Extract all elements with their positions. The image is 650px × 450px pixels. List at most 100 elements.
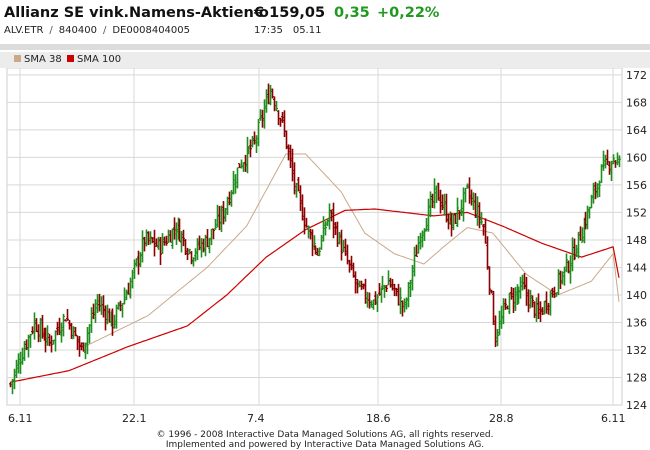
ohlc-bar — [344, 238, 347, 256]
ohlc-bar — [220, 205, 223, 232]
ohlc-bar — [257, 118, 260, 147]
ohlc-bar — [157, 236, 160, 250]
ohlc-bar — [429, 191, 432, 218]
ohlc-bar — [458, 209, 461, 220]
ohlc-bar — [573, 238, 576, 261]
x-tick-label: 6.11 — [8, 412, 33, 425]
legend-label-sma38: SMA 38 — [24, 54, 62, 65]
y-tick-label: 140 — [626, 289, 647, 302]
ohlc-bar — [255, 135, 258, 153]
ohlc-bar — [58, 317, 61, 336]
ohlc-bar — [563, 266, 566, 286]
y-axis: 124 128 132 136 140 144 148 152 156 160 164 168 172 — [626, 69, 647, 412]
ohlc-bar — [376, 294, 379, 313]
ohlc-bar — [287, 144, 290, 161]
ohlc-bar — [488, 266, 491, 295]
y-tick-label: 156 — [626, 179, 647, 192]
ohlc-bar — [348, 259, 351, 273]
ohlc-bar — [202, 238, 205, 253]
ohlc-bar — [293, 162, 296, 195]
ohlc-bar — [447, 213, 450, 230]
ohlc-bar — [98, 293, 101, 312]
ohlc-bar — [464, 187, 467, 203]
ohlc-bar — [318, 247, 321, 257]
price-change-percent: +0,22% — [377, 5, 440, 21]
legend-label-sma100: SMA 100 — [77, 54, 122, 65]
ohlc-bar — [62, 313, 65, 337]
ohlc-bar — [192, 257, 195, 267]
ohlc-bar — [242, 162, 245, 172]
y-tick-label: 144 — [626, 261, 647, 274]
ohlc-bar — [612, 154, 615, 165]
x-tick-label: 7.4 — [247, 412, 265, 425]
quote-timestamp: 17:35 05.11 — [254, 25, 331, 36]
ohlc-bar — [281, 111, 284, 123]
ohlc-bar — [175, 222, 178, 245]
x-tick-label: 18.6 — [366, 412, 391, 425]
ohlc-bar — [141, 230, 144, 263]
ohlc-bar — [96, 294, 99, 313]
ohlc-bar — [577, 231, 580, 259]
legend-item-sma100: SMA 100 — [67, 54, 121, 65]
ohlc-bar — [127, 282, 130, 295]
ohlc-bar — [586, 205, 589, 230]
legend-swatch-sma100 — [67, 55, 74, 62]
isin: DE0008404005 — [112, 25, 191, 36]
ohlc-bar — [275, 100, 278, 112]
ohlc-bar — [608, 161, 611, 175]
ohlc-bar — [212, 228, 215, 240]
ohlc-bar — [165, 235, 168, 246]
y-tick-label: 132 — [626, 344, 647, 357]
ohlc-bar — [525, 276, 528, 306]
symbol: ALV.ETR — [4, 25, 44, 36]
ohlc-bar — [135, 258, 138, 267]
ohlc-bar — [537, 293, 540, 320]
last-price: € 159,05 — [254, 5, 326, 21]
y-tick-label: 152 — [626, 206, 647, 219]
ohlc-bar — [194, 248, 197, 262]
ohlc-bar — [35, 318, 38, 333]
ohlc-bar — [512, 287, 515, 314]
ohlc-bar — [251, 135, 254, 148]
ohlc-bar — [387, 270, 390, 286]
ohlc-bar — [102, 295, 105, 318]
ohlc-bar — [137, 250, 140, 275]
header-divider — [0, 44, 650, 50]
ohlc-bar — [614, 160, 617, 168]
y-tick-label: 164 — [626, 124, 647, 137]
ohlc-bar — [338, 231, 341, 245]
ohlc-bar — [123, 287, 126, 305]
ohlc-bar — [551, 287, 554, 298]
sma38-line — [84, 153, 620, 347]
ohlc-bar — [618, 155, 621, 168]
ohlc-bar — [539, 301, 542, 323]
x-tick-label: 6.11 — [601, 412, 626, 425]
ohlc-bar — [66, 309, 69, 321]
ohlc-bar — [289, 144, 292, 169]
ohlc-bar — [415, 244, 418, 257]
ohlc-bar — [94, 299, 97, 323]
ohlc-bar — [72, 326, 75, 340]
ohlc-bar — [76, 335, 79, 351]
ohlc-bar — [616, 152, 619, 166]
plot-frame — [6, 68, 623, 406]
ohlc-bar — [277, 110, 280, 126]
ohlc-bar — [435, 185, 438, 204]
ohlc-bar — [129, 277, 132, 299]
ohlc-bar — [180, 231, 183, 253]
ohlc-bar — [510, 286, 513, 300]
footer: © 1996 - 2008 Interactive Data Managed S… — [0, 430, 650, 450]
ohlc-bar — [476, 196, 479, 226]
ohlc-bar — [346, 244, 349, 265]
ohlc-bar — [409, 279, 412, 297]
ohlc-bar — [246, 136, 249, 174]
ohlc-bar — [133, 259, 136, 279]
y-tick-label: 172 — [626, 69, 647, 82]
ohlc-bar — [490, 289, 493, 294]
ohlc-bar — [218, 206, 221, 231]
x-axis: 6.11 22.1 7.4 18.6 28.8 6.11 — [8, 412, 626, 425]
x-tick-label: 28.8 — [489, 412, 514, 425]
ohlc-bar — [113, 314, 116, 329]
ohlc-bar — [504, 298, 507, 310]
ohlc-bar — [106, 304, 109, 325]
